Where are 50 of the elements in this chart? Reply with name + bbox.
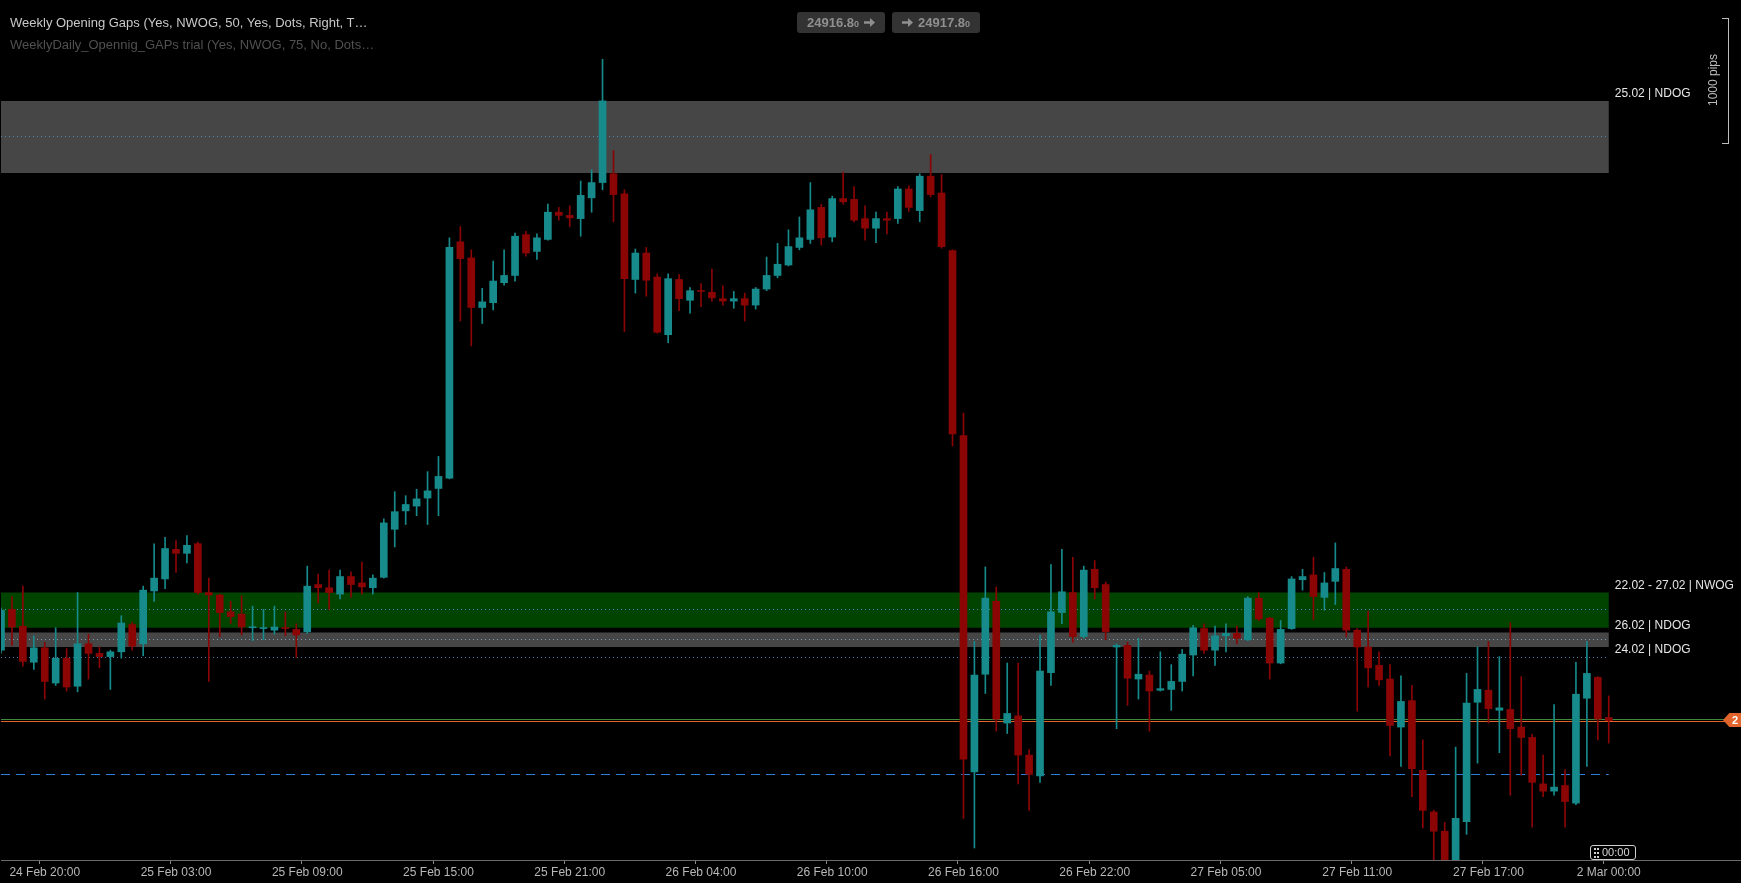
candlestick (314, 573, 323, 604)
chart-title: Weekly Opening Gaps (Yes, NWOG, 50, Yes, Dots, Right, T… (10, 15, 368, 30)
candlestick (292, 623, 301, 658)
candlestick (150, 543, 158, 602)
x-tick-label: 26 Feb 10:00 (796, 864, 868, 879)
candlestick (1506, 622, 1515, 796)
band-label: 26.02 | NDOG (1614, 617, 1691, 632)
candlestick (1353, 628, 1362, 712)
band-label: 25.02 | NDOG (1614, 85, 1691, 100)
candlestick (172, 540, 180, 573)
x-tick-label: 25 Feb 15:00 (403, 864, 475, 879)
candlestick (1331, 542, 1340, 605)
candlestick (1167, 664, 1176, 711)
candlestick (1604, 695, 1613, 744)
x-tick-label: 26 Feb 16:00 (928, 864, 1000, 879)
x-tick-label: 26 Feb 22:00 (1059, 864, 1131, 879)
annotation: 00:00 (1602, 846, 1630, 859)
candlestick (839, 171, 847, 205)
x-tick-label: 24 Feb 20:00 (9, 864, 81, 879)
candlestick (719, 285, 727, 306)
candlestick (325, 569, 333, 610)
candlestick (565, 205, 574, 227)
x-tick-label: 26 Feb 04:00 (665, 864, 737, 879)
x-tick-label: 2 Mar 00:00 (1576, 864, 1642, 879)
candlestick (204, 577, 213, 682)
candlestick (729, 291, 738, 309)
candlestick (1583, 641, 1591, 767)
candlestick (708, 268, 716, 302)
price-tag: 2 (1723, 713, 1741, 727)
candlestick (500, 249, 508, 286)
x-tick-label: 27 Feb 05:00 (1190, 864, 1262, 879)
band-label: 22.02 - 27.02 | NWOG (1614, 577, 1734, 592)
x-tick-label: 25 Feb 21:00 (534, 864, 606, 879)
x-tick-label: 25 Feb 09:00 (271, 864, 343, 879)
x-tick-label: 27 Feb 11:00 (1322, 864, 1393, 879)
candlestick (554, 207, 563, 221)
ref-line-label: 24.02 | NDOG (1614, 641, 1691, 656)
candlestick (1003, 662, 1012, 734)
candlestick (1539, 754, 1547, 798)
candlestick (1517, 676, 1526, 776)
chart-subtitle: WeeklyDaily_Opennig_GAPs trial (Yes, NWOG, 75, No, Dots… (10, 37, 375, 52)
x-tick-label: 27 Feb 17:00 (1453, 864, 1525, 879)
candlestick (1222, 623, 1230, 653)
candlestick (401, 495, 410, 525)
time-box: 00:00 (1590, 845, 1636, 860)
annotation: 1000 pips (1706, 53, 1720, 109)
candlestick (697, 283, 705, 308)
x-tick-label: 25 Feb 03:00 (140, 864, 212, 879)
candlestick (883, 211, 891, 235)
candlestick (478, 287, 487, 324)
